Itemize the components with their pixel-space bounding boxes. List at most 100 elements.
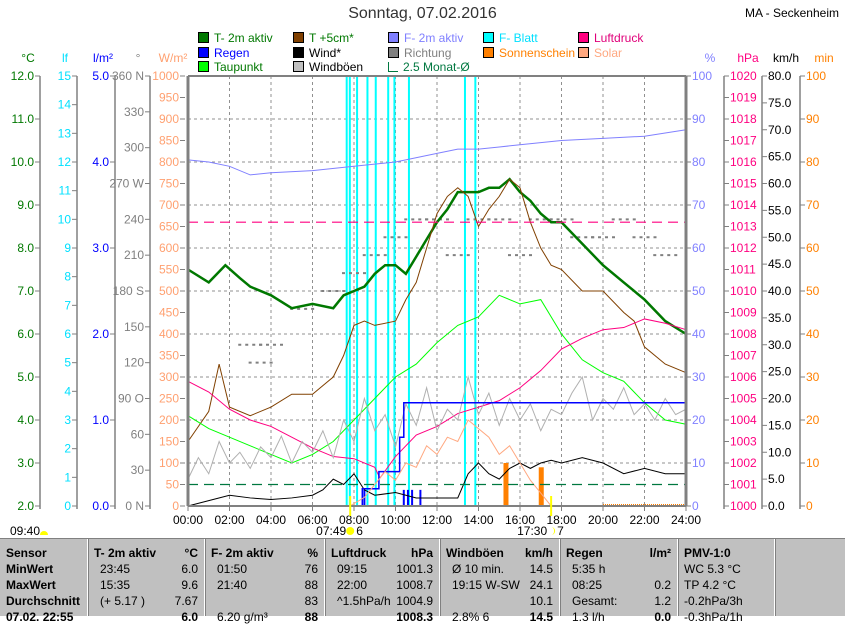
axis-tick-label: 400 bbox=[159, 327, 179, 341]
stats-column: F- 2m aktiv% 01:50 76 21:40 88 83 6.20 g/m³ 88 bbox=[205, 539, 325, 624]
axis-tick-label: 15 bbox=[58, 69, 72, 83]
stats-cell: Sensor bbox=[6, 546, 47, 560]
stats-cell: % bbox=[307, 546, 318, 560]
stats-cell: PMV-1:0 bbox=[684, 546, 731, 560]
x-tick-label: 16:00 bbox=[505, 513, 535, 527]
axis-tick-label: 40 bbox=[692, 327, 706, 341]
stats-cell: 1008.7 bbox=[396, 578, 433, 592]
axis-tick-label: 850 bbox=[159, 134, 179, 148]
axis-tick-label: 15.0 bbox=[768, 418, 792, 432]
axis-tick-label: 1014 bbox=[730, 198, 757, 212]
axis-tick-label: 75.0 bbox=[768, 96, 792, 110]
stats-cell: 5:35 h bbox=[572, 562, 606, 576]
stats-cell: 07.02. 22:55 bbox=[6, 610, 74, 624]
axis-tick-label: 3.0 bbox=[92, 241, 109, 255]
legend-item: Taupunkt bbox=[198, 60, 263, 74]
axis-tick-label: 45.0 bbox=[768, 257, 792, 271]
axis-tick-label: 350 bbox=[159, 349, 179, 363]
legend-label: F- Blatt bbox=[499, 31, 538, 45]
axis-tick-label: 0 bbox=[806, 499, 813, 513]
legend-swatch bbox=[578, 32, 589, 43]
axis-tick-label: 150 bbox=[159, 435, 179, 449]
axis-tick-label: 30 bbox=[806, 370, 820, 384]
stats-cell: 24.1 bbox=[529, 578, 553, 592]
f-blatt-spike bbox=[374, 76, 377, 506]
stats-cell: 10.1 bbox=[529, 594, 553, 608]
axis-tick-label: 60 bbox=[131, 427, 145, 441]
axis-tick-label: 8.0 bbox=[17, 241, 34, 255]
axis-tick-label: 14 bbox=[58, 98, 72, 112]
axis-tick-label: 10.0 bbox=[11, 155, 35, 169]
axis-tick-label: 1020 bbox=[730, 69, 757, 83]
axis-tick-label: 100 bbox=[159, 456, 179, 470]
stats-cell: 14.5 bbox=[529, 562, 553, 576]
stats-cell: °C bbox=[184, 546, 198, 560]
legend-item: Sonnenschein bbox=[483, 46, 575, 60]
axis-tick-label: 1007 bbox=[730, 349, 757, 363]
stats-cell: T- 2m aktiv bbox=[94, 546, 157, 560]
axis-tick-label: 50.0 bbox=[768, 230, 792, 244]
axis-tick-label: 3 bbox=[64, 413, 71, 427]
legend-swatch bbox=[388, 46, 399, 58]
axis-tick-label: 5.0 bbox=[92, 69, 109, 83]
stats-cell: 14.5 bbox=[529, 610, 553, 624]
axis-tick-label: 1009 bbox=[730, 306, 757, 320]
axis-tick-label: 180 S bbox=[113, 284, 144, 298]
sun-icon bbox=[40, 531, 48, 535]
legend-swatch bbox=[293, 46, 304, 58]
legend-label: Taupunkt bbox=[214, 60, 263, 74]
axis-tick-label: 900 bbox=[159, 112, 179, 126]
axis-tick-label: 450 bbox=[159, 306, 179, 320]
axis-tick-label: 13 bbox=[58, 126, 72, 140]
axis-tick-label: 4.0 bbox=[92, 155, 109, 169]
axis-tick-label: 1013 bbox=[730, 220, 757, 234]
axis-unit-sun: min bbox=[814, 51, 833, 65]
axis-tick-label: 60 bbox=[806, 241, 820, 255]
axis-unit-wind: km/h bbox=[773, 51, 799, 65]
axis-tick-label: 12.0 bbox=[11, 69, 35, 83]
axis-tick-label: 4 bbox=[64, 384, 71, 398]
stats-cell: 22:00 bbox=[337, 578, 368, 592]
axis-tick-label: 30.0 bbox=[768, 338, 792, 352]
sunset-suffix: 7 bbox=[557, 524, 564, 538]
axis-tick-label: 0 bbox=[64, 499, 71, 513]
series-t-5cm- bbox=[187, 178, 687, 442]
x-tick-label: 18:00 bbox=[546, 513, 576, 527]
axis-tick-label: 40 bbox=[806, 327, 820, 341]
axis-tick-label: 1018 bbox=[730, 112, 757, 126]
x-tick-label: 12:00 bbox=[422, 513, 452, 527]
stats-cell: hPa bbox=[410, 546, 433, 560]
axis-tick-label: 700 bbox=[159, 198, 179, 212]
series-regen bbox=[188, 402, 686, 507]
stats-column: PMV-1:0 WC 5.3 °C TP 4.2 °C -0.2hPa/3h -0.3h… bbox=[678, 539, 775, 624]
axis-tick-label: 200 bbox=[159, 413, 179, 427]
stats-column: T- 2m aktiv °C 23:45 6.0 15:35 9.6 (+ 5.17 ) 7.… bbox=[88, 539, 205, 624]
stats-cell: 21:40 bbox=[217, 578, 248, 592]
stats-cell: WC 5.3 °C bbox=[684, 562, 741, 576]
axis-tick-label: 80 bbox=[806, 155, 820, 169]
legend-swatch bbox=[483, 46, 494, 58]
axis-tick-label: 250 bbox=[159, 392, 179, 406]
stats-cell: 1004.9 bbox=[396, 594, 433, 608]
stats-cell: Luftdruck bbox=[331, 546, 387, 560]
axis-tick-label: 25.0 bbox=[768, 365, 792, 379]
axis-tick-label: 9 bbox=[64, 241, 71, 255]
station-name: MA - Seckenheim bbox=[744, 6, 839, 20]
sun-icon bbox=[346, 527, 355, 535]
stats-cell: l/m² bbox=[649, 546, 671, 560]
sunrise-suffix: 6 bbox=[356, 524, 363, 538]
axis-tick-label: 1010 bbox=[730, 284, 757, 298]
axis-tick-label: 20.0 bbox=[768, 392, 792, 406]
axis-tick-label: 1004 bbox=[730, 413, 757, 427]
stats-cell: 09:15 bbox=[337, 562, 368, 576]
sunshine-bar bbox=[503, 463, 509, 506]
stats-cell: 7.67 bbox=[174, 594, 198, 608]
stats-cell: -0.2hPa/3h bbox=[684, 594, 743, 608]
legend-item: F- 2m aktiv bbox=[388, 31, 463, 45]
legend-swatch bbox=[293, 32, 304, 43]
axis-tick-label: 240 bbox=[124, 212, 144, 226]
axis-tick-label: 100 bbox=[806, 69, 826, 83]
x-tick-label: 20:00 bbox=[588, 513, 618, 527]
axis-tick-label: 60.0 bbox=[768, 177, 792, 191]
stats-cell: 83 bbox=[304, 594, 318, 608]
